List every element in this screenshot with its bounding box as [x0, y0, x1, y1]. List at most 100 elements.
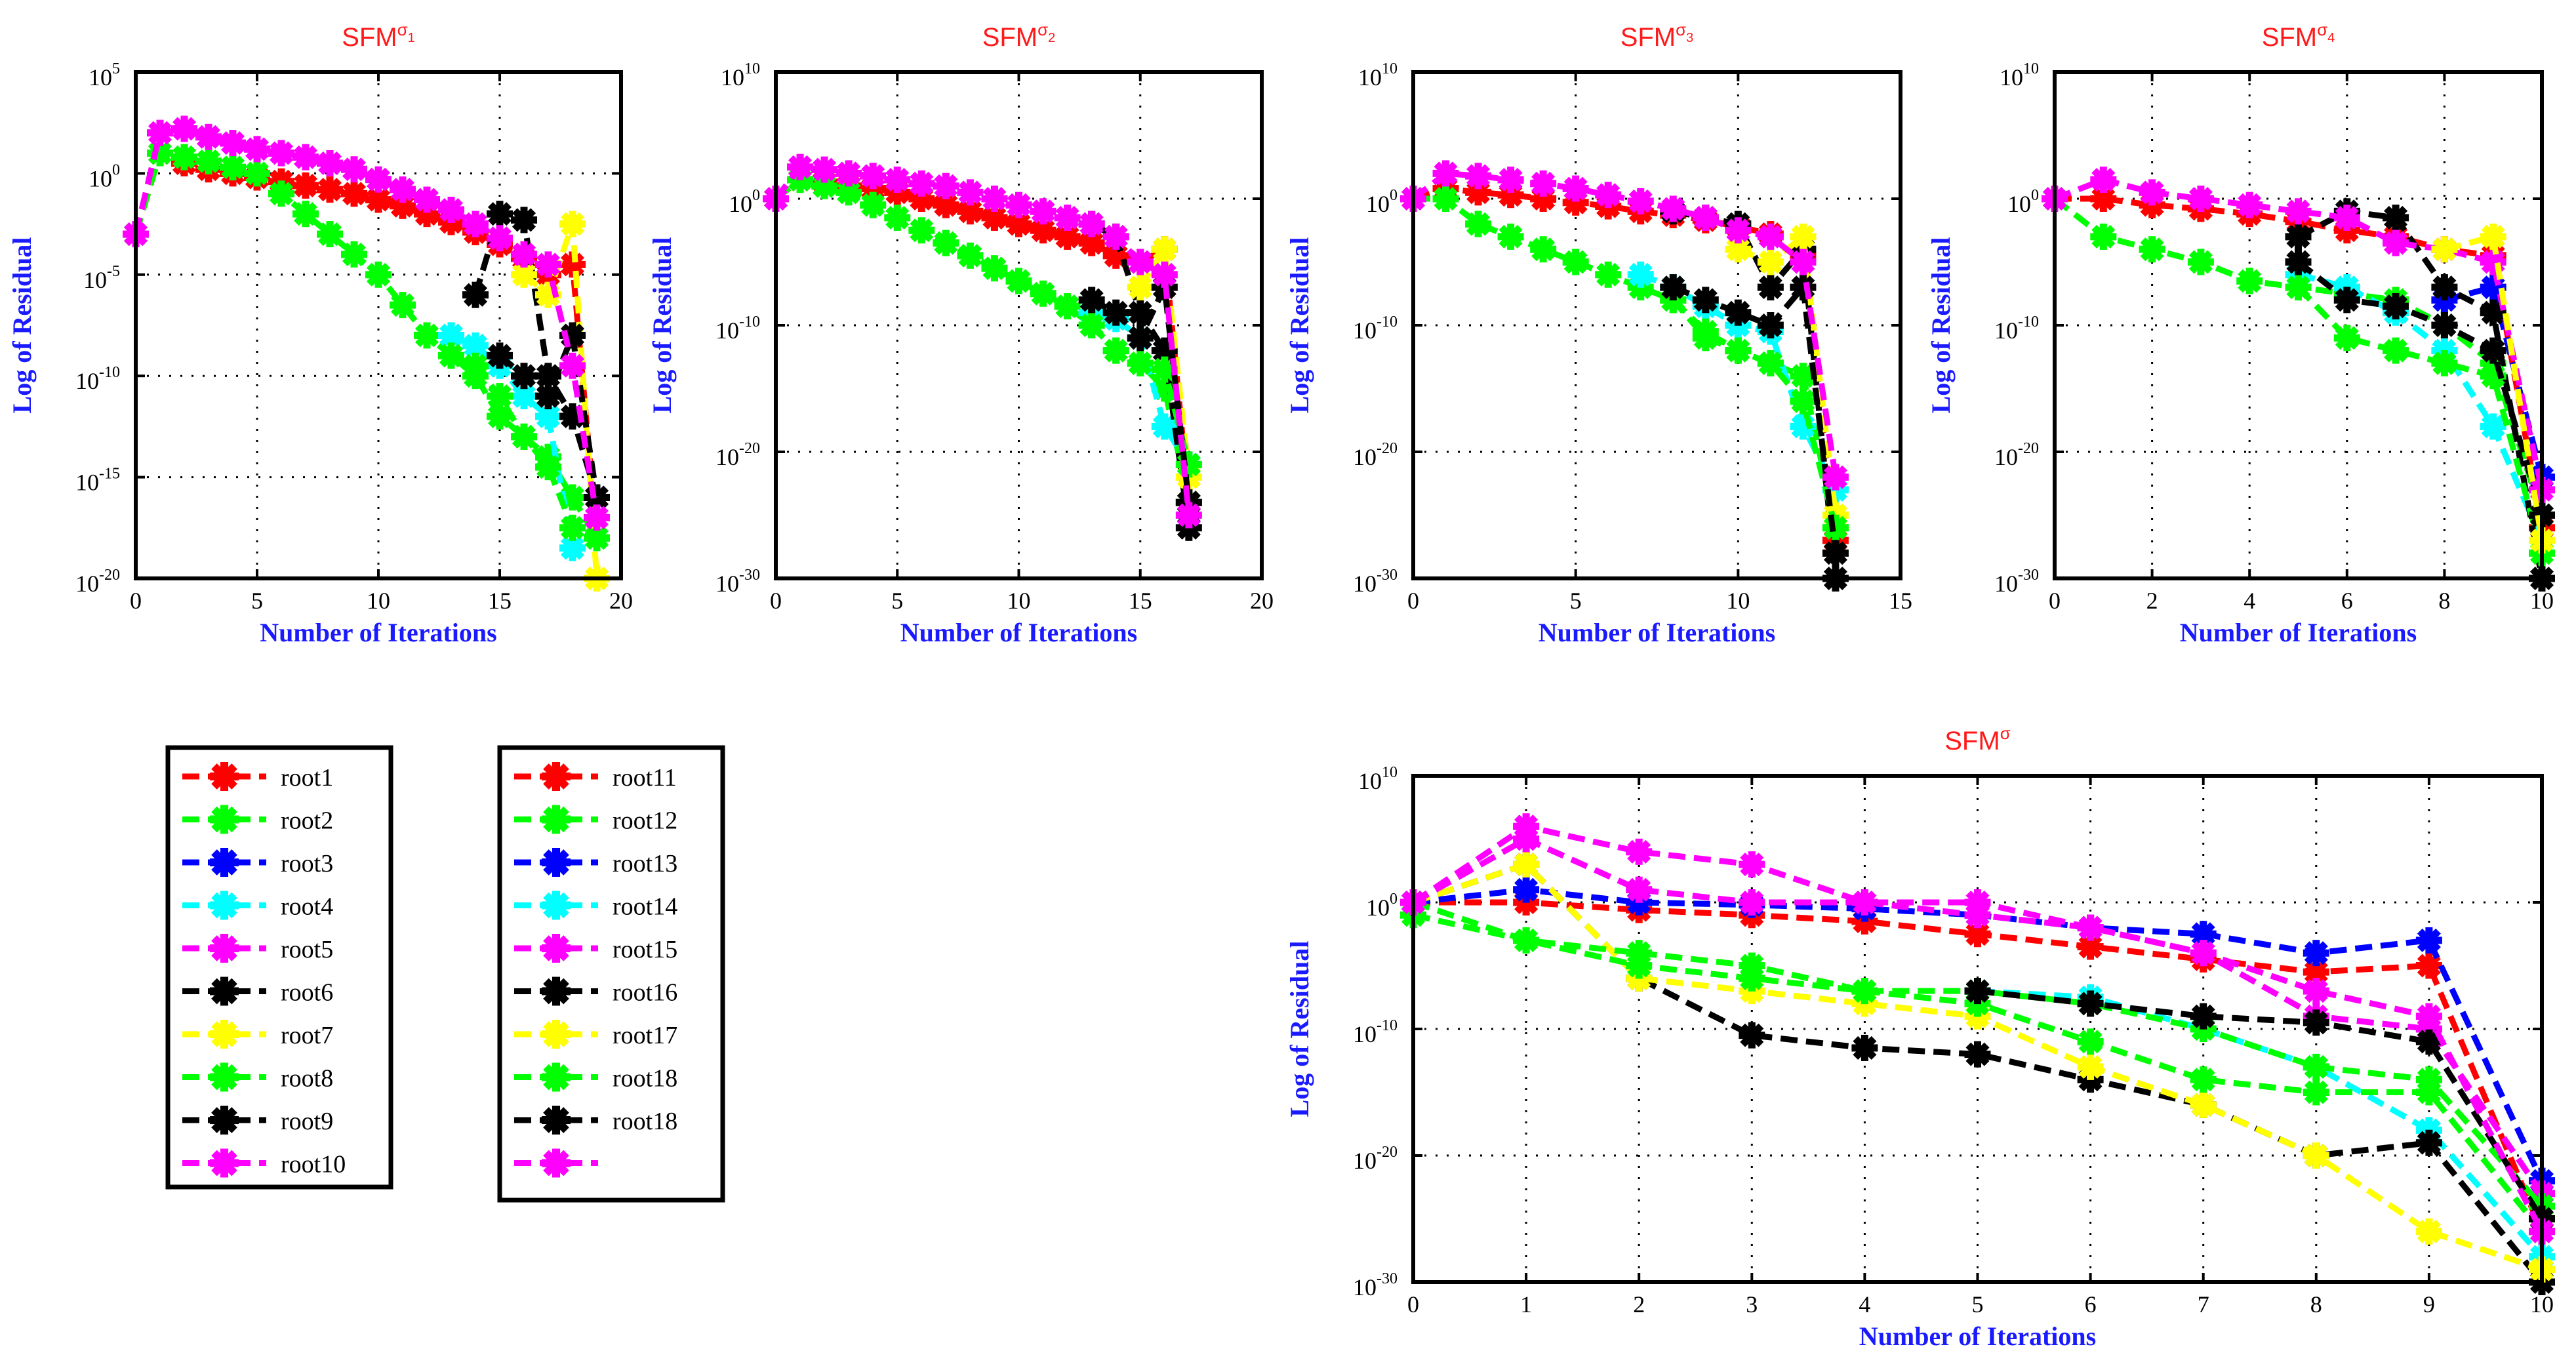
data-point-root10 [981, 186, 1008, 212]
y-tick-label: 10-10 [1353, 313, 1398, 344]
x-tick-label: 5 [1972, 1291, 1984, 1318]
legend-frame [497, 745, 725, 1203]
x-tick-label: 10 [367, 588, 390, 614]
x-tick-label: 0 [2049, 588, 2061, 614]
x-tick-label: 4 [2244, 588, 2255, 614]
y-tick-label: 10-30 [1994, 567, 2039, 597]
data-point-root3 [1513, 876, 1540, 903]
chart-title: SFMσ3 [1620, 20, 1694, 52]
data-point-root10 [438, 196, 464, 223]
legend-label: root18 [613, 1108, 677, 1135]
x-tick-label: 5 [1570, 588, 1582, 614]
legend-entry: root4 [182, 891, 333, 921]
data-point-root10 [2415, 1003, 2442, 1030]
data-point-root10 [2090, 167, 2117, 193]
data-point-root2 [1530, 236, 1557, 263]
x-axis-title: Number of Iterations [260, 618, 496, 647]
legend-entry: root18 [514, 1062, 677, 1093]
data-point-root1 [1030, 217, 1057, 244]
chart-3: 0 5 10 15 10-30 10-20 10-10 100 1010 SFMσ3 Number … [1285, 20, 1912, 647]
x-tick-label: 2 [2146, 588, 2158, 614]
data-point-root7 [1513, 851, 1540, 878]
data-point-root10 [933, 172, 959, 199]
data-point-root2 [2303, 1053, 2329, 1080]
series-root4 [438, 322, 610, 561]
data-point-root6 [2383, 204, 2409, 231]
legend-label: root17 [613, 1022, 677, 1049]
data-point-root10 [2285, 198, 2312, 225]
plot-frame [1411, 774, 2544, 1284]
legend-marker [210, 976, 239, 1006]
data-point-root1 [2303, 959, 2329, 986]
series-root10 [2042, 167, 2555, 503]
data-point-root10 [244, 136, 270, 163]
legend-label: root6 [281, 979, 333, 1007]
data-point-root9 [1790, 274, 1817, 301]
data-point-root9 [2415, 1028, 2442, 1055]
plot-frame [774, 70, 1264, 580]
data-point-root7 [2190, 1091, 2217, 1118]
data-point-root10 [1595, 182, 1622, 209]
y-tick-label: 1010 [2000, 60, 2039, 91]
data-point-root4 [2480, 413, 2506, 440]
data-point-root2 [1513, 927, 1540, 954]
data-point-root10 [2190, 940, 2217, 967]
plot-frame [1411, 70, 1902, 580]
legend-label: root11 [613, 764, 677, 792]
legend-entry: root2 [182, 805, 333, 835]
data-point-root10 [414, 186, 440, 213]
data-point-root7 [2077, 1053, 2104, 1080]
data-point-root2 [1054, 293, 1081, 320]
x-tick-label: 1 [1520, 1291, 1532, 1318]
legend-marker [542, 1106, 571, 1135]
data-point-root10 [2333, 204, 2360, 231]
data-point-root6 [2431, 274, 2458, 301]
data-point-root2 [1497, 223, 1524, 250]
data-point-root10 [1739, 889, 1765, 915]
data-point-root6 [487, 201, 513, 228]
data-point-root8 [487, 383, 513, 410]
chart-title: SFMσ2 [982, 20, 1056, 52]
x-tick-label: 2 [1633, 1291, 1645, 1318]
legend-entry: root14 [514, 891, 677, 921]
legend-marker [542, 934, 571, 963]
data-point-root1 [933, 191, 959, 218]
data-point-root2 [933, 230, 959, 256]
legend-marker [210, 1148, 239, 1178]
data-point-root2 [365, 261, 392, 288]
data-point-root4 [1151, 413, 1178, 440]
data-point-root9 [2383, 293, 2409, 320]
legend-entry: root11 [514, 762, 677, 792]
series-line-root2 [774, 176, 1192, 504]
legend-marker [210, 891, 239, 920]
data-point-root6 [462, 281, 489, 308]
data-point-root8 [1757, 350, 1784, 376]
data-point-root4 [535, 403, 561, 430]
data-point-root10 [1432, 160, 1459, 187]
series-line-root1 [774, 176, 1192, 503]
y-tick-label: 10-30 [1353, 567, 1398, 597]
data-point-root4 [462, 332, 489, 359]
data-point-root10 [1964, 889, 1991, 915]
y-axis-title: Log of Residual [7, 237, 37, 414]
data-point-root9 [1964, 978, 1991, 1005]
y-axis-title: Log of Residual [1285, 941, 1314, 1117]
legend-label: root18 [613, 1065, 677, 1093]
data-point-root10 [390, 176, 416, 203]
legend-label: root2 [281, 807, 333, 835]
data-point-root10 [1757, 223, 1784, 250]
legend-entry: root9 [182, 1106, 333, 1135]
y-tick-label: 105 [89, 60, 120, 91]
legend-marker [542, 976, 571, 1006]
plot-frame [134, 70, 623, 580]
x-tick-label: 7 [2198, 1291, 2209, 1318]
data-point-root10 [1078, 211, 1105, 237]
legend-entry: root6 [182, 976, 333, 1007]
series-root9 [2285, 249, 2555, 529]
y-tick-label: 10-20 [1994, 440, 2039, 470]
x-tick-label: 3 [1746, 1291, 1758, 1318]
y-tick-label: 10-20 [75, 567, 120, 597]
legend-label: root12 [613, 807, 677, 835]
series-root1 [123, 140, 610, 552]
